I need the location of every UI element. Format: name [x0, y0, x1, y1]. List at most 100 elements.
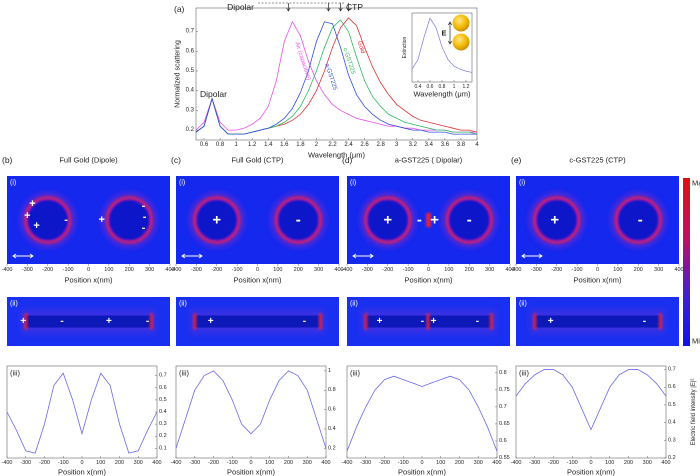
x-axis-label: Wavelength (μm) [414, 90, 471, 99]
polarization-arrow [181, 253, 203, 259]
x-tick-label: 0 [87, 267, 90, 273]
y-tick-label: 0.8 [499, 370, 507, 376]
plot-frame [175, 365, 327, 459]
y-tick-label: 0.5 [186, 68, 195, 74]
arrow [346, 3, 351, 12]
y-tick-label: 0.2 [159, 433, 167, 439]
field-halo [101, 192, 157, 248]
x-tick-label: 200 [284, 460, 293, 466]
charge: - [296, 212, 301, 229]
x-tick-label: 100 [605, 460, 614, 466]
x-tick-label: -300 [20, 460, 31, 466]
x-tick-label: 300 [485, 267, 494, 273]
x-tick-label: 0.8 [216, 142, 225, 148]
x-axis-label: Position x(nm) [405, 276, 453, 285]
x-tick-label: 200 [465, 267, 474, 273]
series-line [195, 20, 477, 133]
x-tick-label: 300 [314, 267, 323, 273]
x-tick-label: -100 [398, 460, 409, 466]
x-tick-label: 100 [613, 267, 622, 273]
x-axis-label: Position x(nm) [58, 468, 106, 476]
x-axis-label: Position x(nm) [227, 468, 275, 476]
x-tick-label: 200 [455, 460, 464, 466]
y-tick-label: 1 [328, 368, 331, 374]
rod-end [533, 313, 537, 330]
x-tick-label: 0.6 [200, 142, 209, 148]
panel-label: (d) [342, 155, 353, 165]
x-tick-label: -300 [362, 267, 373, 273]
charge: + [377, 316, 383, 327]
panel-label: (a) [174, 4, 185, 14]
charge: - [638, 212, 643, 229]
y-tick-label: 0.6 [499, 438, 507, 444]
y-tick-label: 0.6 [186, 48, 195, 54]
y-tick-label: 0.2 [668, 455, 676, 461]
x-tick-label: -400 [1, 460, 12, 466]
y-tick-label: 0.7 [159, 373, 167, 379]
x-tick-label: -300 [189, 460, 200, 466]
x-tick-label: 100 [96, 460, 105, 466]
rod-end [318, 313, 322, 330]
y-tick-label: 0.65 [499, 421, 510, 427]
series-line [6, 372, 158, 454]
x-tick-label: 0 [427, 267, 430, 273]
gap-hotspot [426, 213, 432, 227]
x-tick-label: -300 [191, 267, 202, 273]
x-tick-label: 0 [589, 460, 592, 466]
panel-title: Full Gold (Dipole) [59, 156, 118, 165]
x-tick-label: 0 [420, 460, 423, 466]
charge: - [643, 316, 646, 327]
field-halo [441, 192, 497, 248]
charge: - [421, 316, 424, 327]
polarization-arrow [352, 253, 374, 259]
y-tick-label: 0.4 [328, 426, 336, 432]
panel-label: (iii) [10, 369, 20, 378]
x-tick-label: 0 [256, 267, 259, 273]
series-line [411, 17, 473, 73]
plot-frame [515, 365, 667, 459]
x-tick-label: -100 [572, 267, 583, 273]
x-tick-label: -100 [227, 460, 238, 466]
charge: + [29, 198, 35, 210]
field-halo [610, 192, 666, 248]
x-tick-label: 400 [505, 267, 514, 273]
y-tick-label: 0.5 [668, 402, 676, 408]
field-ring [533, 196, 581, 244]
field-arrow [447, 21, 453, 45]
x-tick-label: -300 [360, 460, 371, 466]
row-label: (ii) [10, 301, 18, 308]
rod [534, 315, 661, 328]
rod [25, 315, 152, 328]
x-tick-label: -100 [403, 267, 414, 273]
x-axis-label: Position x(nm) [65, 276, 113, 285]
annotation: Dipolar [227, 2, 254, 12]
panel-label: (iii) [350, 369, 360, 378]
rod-end [149, 313, 153, 330]
y-tick-label: 0.2 [186, 127, 195, 133]
x-tick-label: -200 [548, 460, 559, 466]
x-tick-label: 200 [115, 460, 124, 466]
panel-title: a-GST225 ( Dipolar) [395, 156, 463, 165]
series-label: Gold [356, 40, 366, 54]
x-tick-label: 0 [80, 460, 83, 466]
arrow [326, 3, 331, 12]
y-tick-label: 0.6 [159, 385, 167, 391]
colorbar-max: Max [692, 179, 700, 188]
x-axis-label: Position x(nm) [234, 276, 282, 285]
annotation: E [441, 29, 446, 38]
charge: + [106, 316, 112, 327]
x-tick-label: 100 [444, 267, 453, 273]
x-tick-label: -400 [1, 267, 12, 273]
x-tick-label: 300 [474, 460, 483, 466]
charge: + [212, 212, 221, 229]
x-tick-label: 300 [643, 460, 652, 466]
x-tick-label: 100 [265, 460, 274, 466]
y-tick-label: 0.6 [668, 384, 676, 390]
x-tick-label: 0 [596, 267, 599, 273]
x-tick-label: -100 [567, 460, 578, 466]
series-line [175, 370, 327, 449]
charge: - [476, 316, 479, 327]
charge: + [20, 316, 26, 327]
gold-particle [452, 14, 470, 32]
x-axis-label: Position x(nm) [574, 276, 622, 285]
